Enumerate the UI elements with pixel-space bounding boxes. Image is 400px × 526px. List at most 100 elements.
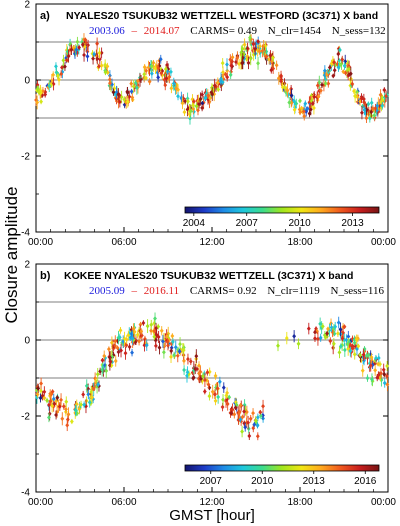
- data-point: [104, 363, 109, 378]
- data-point: [41, 86, 45, 96]
- colorbar-tick-label: 2007: [200, 476, 223, 487]
- data-point: [332, 64, 337, 77]
- data-point: [69, 418, 74, 425]
- data-point: [252, 422, 257, 427]
- data-point: [375, 374, 380, 382]
- data-point: [64, 396, 69, 408]
- data-point: [385, 372, 389, 380]
- data-point: [63, 62, 67, 71]
- data-point: [185, 102, 190, 117]
- data-point: [263, 41, 268, 51]
- data-point: [119, 343, 123, 358]
- data-point: [108, 76, 112, 90]
- data-point: [253, 42, 258, 56]
- panel-b: -4 -2 0 2 00:00 06:00 12:00 18:00 00:00 b) KOKE…: [21, 260, 396, 509]
- panel-a-date-separator: –: [131, 25, 138, 37]
- data-point: [191, 375, 196, 381]
- data-point: [280, 82, 285, 92]
- data-point: [156, 330, 161, 343]
- data-point: [218, 79, 223, 85]
- data-point: [248, 414, 253, 423]
- data-point: [171, 77, 176, 90]
- data-point: [201, 372, 205, 380]
- data-point: [51, 71, 56, 79]
- data-point: [60, 65, 64, 70]
- data-point: [348, 345, 353, 357]
- data-point: [77, 45, 81, 50]
- data-point: [200, 104, 205, 112]
- data-point: [337, 346, 342, 359]
- data-point: [345, 340, 350, 348]
- data-point: [194, 349, 199, 364]
- data-point: [137, 337, 141, 346]
- data-point: [323, 80, 328, 87]
- data-point: [152, 333, 157, 341]
- data-point: [352, 335, 357, 344]
- data-point: [333, 321, 338, 332]
- data-point: [350, 80, 355, 88]
- data-point: [337, 47, 342, 53]
- data-point: [379, 367, 383, 379]
- panel-b-date-separator: –: [131, 285, 138, 297]
- data-point: [353, 93, 358, 100]
- data-point: [180, 97, 185, 110]
- data-point: [208, 92, 212, 104]
- data-point: [47, 402, 51, 408]
- panel-a-x-ticks: 00:00 06:00 12:00 18:00 00:00: [28, 227, 396, 248]
- colorbar-tick-label: 2007: [236, 218, 259, 229]
- data-point: [34, 94, 38, 106]
- data-point: [317, 75, 322, 89]
- data-point: [109, 336, 114, 350]
- panel-a: -4 -2 0 2 00:00 06:00 12:00 18:00 00:00 a) NYAL…: [21, 0, 396, 248]
- data-point: [197, 369, 201, 378]
- data-point: [269, 66, 274, 74]
- panel-a-title: NYALES20 TSUKUB32 WETTZELL WESTFORD (3C3…: [66, 10, 378, 22]
- data-point: [144, 339, 149, 351]
- data-point: [350, 344, 355, 353]
- data-point: [191, 102, 196, 109]
- data-point: [292, 95, 297, 108]
- data-point: [271, 63, 276, 74]
- data-point: [108, 356, 113, 367]
- data-point: [341, 327, 345, 338]
- data-point: [65, 415, 70, 424]
- data-point: [135, 331, 140, 339]
- data-point: [95, 37, 100, 50]
- data-point: [80, 41, 85, 48]
- data-point: [367, 357, 372, 370]
- colorbar-tick-label: 2004: [183, 218, 206, 229]
- data-point: [313, 329, 317, 335]
- data-point: [45, 397, 49, 404]
- data-point: [122, 96, 127, 103]
- data-point: [99, 47, 104, 59]
- data-point: [191, 98, 196, 105]
- colorbar-tick-label: 2013: [341, 218, 364, 229]
- data-point: [182, 365, 186, 375]
- data-point: [341, 69, 346, 75]
- data-point: [369, 97, 374, 108]
- data-point: [169, 347, 174, 355]
- data-point: [385, 377, 390, 392]
- data-point: [86, 389, 91, 400]
- data-point: [37, 88, 41, 96]
- data-point: [242, 399, 247, 411]
- data-point: [161, 334, 165, 348]
- data-point: [131, 323, 136, 335]
- data-point: [324, 69, 329, 80]
- x-axis-label: GMST [hour]: [169, 507, 255, 524]
- data-point: [138, 73, 142, 87]
- data-point: [39, 99, 44, 105]
- data-point: [174, 82, 179, 95]
- data-point: [217, 376, 222, 387]
- data-point: [130, 331, 135, 345]
- x-tick-label: 00:00: [371, 237, 396, 248]
- data-point: [185, 366, 190, 379]
- data-point: [188, 107, 193, 116]
- data-point: [232, 410, 237, 419]
- data-point: [342, 342, 347, 357]
- data-point: [64, 57, 69, 63]
- data-point: [151, 59, 156, 66]
- data-point: [318, 87, 323, 95]
- data-point: [292, 105, 297, 115]
